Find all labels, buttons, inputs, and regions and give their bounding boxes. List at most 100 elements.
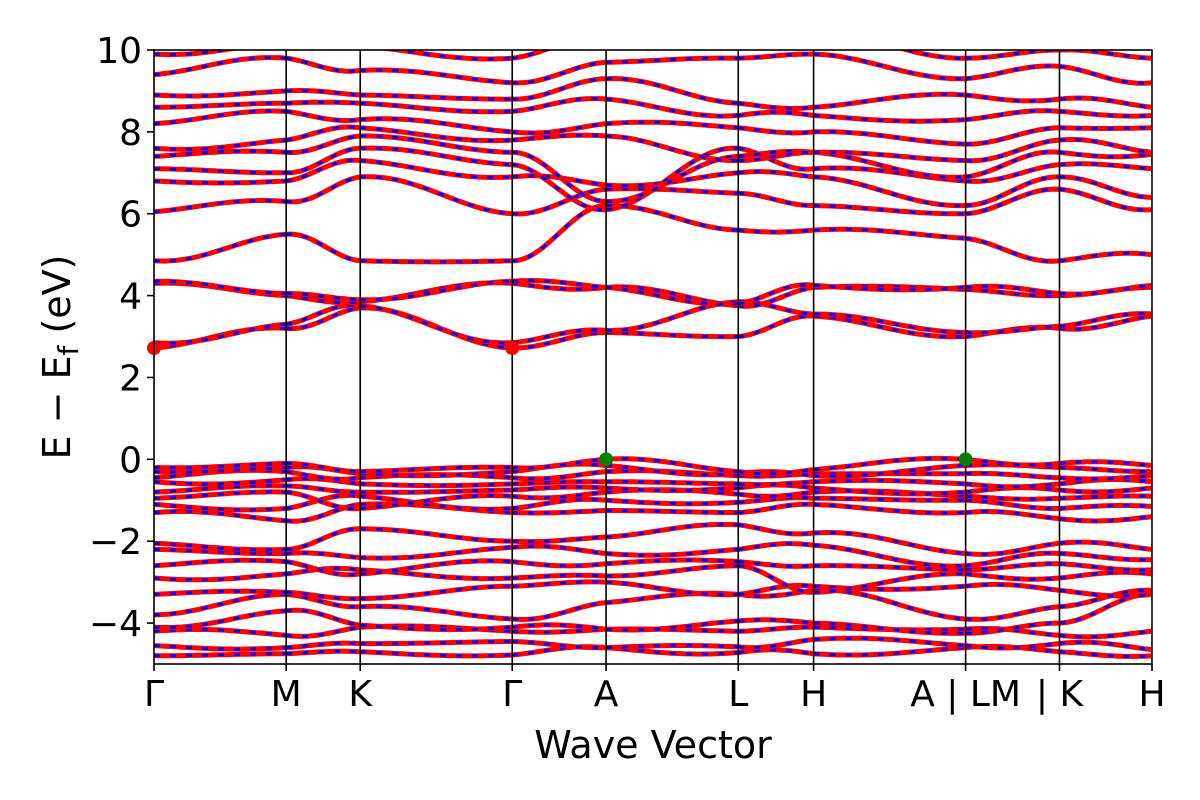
band-22-seg-8-spin-up (1059, 250, 1152, 264)
band-23-seg-8-spin-down (1059, 187, 1152, 212)
y-tick-label-0: 10 (96, 31, 142, 72)
band-2-seg-5-spin-down (738, 625, 814, 633)
band-10-seg-4-spin-down (606, 509, 739, 514)
band-24-seg-1-spin-down (285, 158, 361, 183)
band-24-seg-0-spin-down (154, 179, 287, 185)
band-0-seg-8-spin-up (1059, 649, 1152, 659)
band-5-seg-5-spin-up (737, 582, 814, 597)
band-22-seg-0-spin-down (154, 232, 287, 263)
band-6-seg-0-spin-down (154, 572, 287, 582)
band-19-seg-8-spin-up (1059, 311, 1152, 329)
band-20-seg-1-spin-down (286, 294, 361, 305)
band-3-seg-0-spin-down (154, 609, 287, 629)
band-10-seg-6-spin-up (813, 501, 966, 516)
band-21-seg-5-spin-down (738, 283, 814, 306)
band-31-seg-7-spin-up (965, 63, 1060, 82)
band-1-seg-6-spin-up (813, 635, 966, 649)
band-16-seg-6-spin-up (813, 463, 966, 479)
x-axis: Γ M K Γ A L H A | LM | K H (144, 664, 1166, 715)
band-32-seg-4-spin-down (606, 34, 738, 40)
band-30-seg-6-spin-up (813, 91, 966, 110)
band-8-seg-6-spin-down (813, 543, 966, 568)
band-32-seg-3-spin-up (511, 50, 553, 61)
band-28-seg-3-spin-up (511, 121, 607, 136)
band-28-seg-1-spin-down (286, 109, 361, 122)
band-1-seg-3-spin-up (512, 639, 607, 651)
band-23-seg-0-spin-down (154, 199, 287, 214)
y-tick-label-4: 2 (119, 358, 142, 399)
band-28-seg-8-spin-up (1059, 125, 1152, 131)
band-26-seg-2-spin-up (360, 133, 513, 155)
band-17-seg-1-spin-down (286, 461, 361, 474)
x-tick-label-0: Γ (144, 674, 164, 715)
y-tick-label-5: 0 (119, 440, 142, 481)
band-9-seg-3-spin-up (512, 534, 607, 545)
band-28-seg-5-spin-down (738, 126, 814, 135)
band-3-seg-2-spin-up (360, 622, 513, 633)
y-axis-title-subscript: f (52, 344, 85, 355)
band-32-seg-5-spin-down (738, 29, 813, 34)
band-12-seg-0-spin-down (154, 490, 287, 500)
band-30-seg-7-spin-up (965, 92, 1060, 104)
band-3-seg-6-spin-up (813, 620, 966, 636)
band-20-seg-4-spin-down (606, 285, 739, 308)
band-21-seg-6-spin-up (813, 282, 966, 293)
band-6-seg-8-spin-up (1059, 569, 1152, 581)
band-27-seg-7-spin-down (965, 138, 1060, 163)
band-26-seg-5-spin-down (738, 149, 814, 158)
band-21-seg-1-spin-down (286, 291, 361, 302)
band-30-seg-3-spin-down (512, 77, 607, 101)
band-2-seg-1-spin-down (286, 625, 361, 638)
band-23-seg-1-spin-down (286, 175, 361, 204)
band-13-seg-0-spin-down (154, 484, 287, 494)
band-25-seg-0-spin-down (154, 167, 287, 175)
band-13-seg-4-spin-down (606, 486, 739, 492)
band-23-seg-7-spin-down (965, 187, 1060, 216)
band-30-seg-4-spin-down (606, 76, 739, 105)
band-11-seg-1-spin-up (285, 492, 361, 511)
band-19-seg-7-spin-up (965, 323, 1060, 336)
band-11-seg-0-spin-down (154, 502, 287, 512)
band-15-seg-8-spin-up (1059, 473, 1152, 482)
band-15-seg-7-spin-up (965, 470, 1060, 481)
band-22-seg-4-spin-down (606, 204, 739, 232)
band-0-seg-5-spin-down (738, 648, 814, 656)
band-10-seg-5-spin-down (738, 502, 814, 514)
y-axis-title-main: E − E (35, 355, 79, 459)
band-22-seg-5-spin-down (738, 228, 814, 234)
band-28-seg-4-spin-down (605, 120, 739, 130)
band-3-seg-4-spin-down (606, 619, 739, 632)
band-8-seg-3-spin-up (512, 543, 607, 556)
band-9-seg-4-spin-down (606, 522, 739, 539)
band-14-seg-5-spin-down (738, 480, 814, 487)
band-4-seg-1-spin-down (286, 592, 361, 609)
band-27-seg-0-spin-down (154, 138, 287, 151)
y-tick-label-7: −4 (89, 604, 142, 645)
band-24-seg-8-spin-up (1059, 174, 1152, 200)
y-tick-label-2: 6 (119, 195, 142, 236)
y-tick-label-6: −2 (89, 522, 142, 563)
plot-frame (153, 49, 1153, 665)
x-tick-label-7: A | LM (910, 674, 1021, 715)
band-22-seg-3-spin-down (512, 204, 607, 263)
band-28-seg-7-spin-up (965, 125, 1060, 147)
band-25-seg-4-spin-up (605, 145, 739, 213)
band-17-seg-3-spin-up (512, 456, 607, 471)
band-13-seg-6-spin-up (813, 485, 966, 497)
band-29-seg-0-spin-down (154, 101, 287, 109)
band-12-seg-1-spin-up (285, 489, 361, 512)
band-23-seg-3-spin-down (512, 187, 607, 216)
band-11-seg-7-spin-up (965, 497, 1060, 511)
band-22-seg-7-spin-up (965, 235, 1060, 264)
band-20-seg-5-spin-down (738, 285, 814, 308)
band-18-seg-5-spin-up (738, 313, 814, 339)
band-16-seg-0-spin-down (154, 466, 287, 474)
band-4-seg-0-spin-down (154, 592, 287, 617)
y-axis: 10 8 6 4 2 0 −2 −4 (89, 31, 154, 645)
band-9-seg-7-spin-up (965, 540, 1060, 557)
band-11-seg-3-spin-up (511, 496, 607, 511)
band-7-seg-0-spin-down (154, 558, 287, 568)
band-8-seg-1-spin-down (286, 551, 361, 560)
band-12-seg-2-spin-up (360, 493, 513, 511)
band-27-seg-6-spin-up (813, 149, 966, 163)
